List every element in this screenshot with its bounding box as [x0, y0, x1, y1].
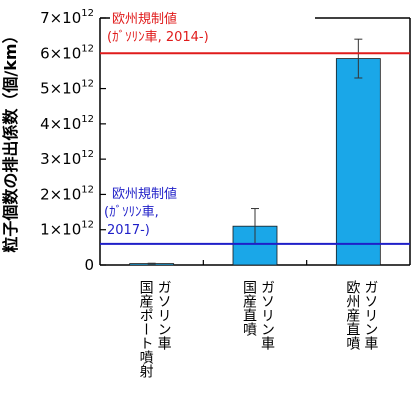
y-tick-label: 3×1012: [40, 149, 94, 168]
y-tick-label: 0: [84, 256, 94, 274]
y-tick-exponent: 12: [81, 79, 94, 90]
y-tick-exponent: 12: [81, 220, 94, 231]
x-category-label-line2: ガソリン車: [156, 280, 172, 350]
reference-label-line1: 欧州規制値: [112, 11, 177, 27]
y-tick-exponent: 12: [81, 8, 94, 19]
reference-label-line3: 2017-): [107, 223, 150, 238]
y-tick-mantissa: 1×10: [40, 221, 81, 239]
x-category-label-line1: 欧州産直噴: [344, 280, 360, 350]
y-tick-mantissa: 4×10: [40, 115, 81, 133]
reference-label-line1: 欧州規制値: [112, 186, 177, 202]
y-tick-label: 2×1012: [40, 184, 94, 203]
x-category-label-line2: ガソリン車: [259, 280, 275, 350]
y-tick-exponent: 12: [81, 184, 94, 195]
x-category-label-line1: 国産直噴: [241, 280, 257, 336]
y-tick-label: 1×1012: [40, 220, 94, 239]
reference-label-line2: (ｶﾞｿﾘﾝ車, 2014-): [107, 30, 209, 45]
y-tick-exponent: 12: [81, 114, 94, 125]
y-tick-exponent: 12: [81, 43, 94, 54]
y-tick-label: 7×1012: [40, 8, 94, 27]
bar: [335, 58, 381, 266]
y-tick-mantissa: 3×10: [40, 150, 81, 168]
x-category-label-line2: ガソリン車: [362, 280, 378, 350]
y-tick-mantissa: 0: [84, 256, 94, 274]
reference-label-line2: (ｶﾞｿﾘﾝ車,: [104, 205, 159, 220]
y-tick-label: 4×1012: [40, 114, 94, 133]
x-category-label-line1: 国産ポート噴射: [138, 280, 154, 379]
y-tick-mantissa: 7×10: [40, 9, 81, 27]
y-tick-mantissa: 5×10: [40, 80, 81, 98]
y-tick-label: 5×1012: [40, 79, 94, 98]
y-tick-exponent: 12: [81, 149, 94, 160]
y-axis-label: 粒子個数の排出係数（個/km）: [1, 27, 20, 252]
y-axis-label-group: 粒子個数の排出係数（個/km）: [1, 27, 20, 252]
plot-area: 01×10122×10123×10124×10125×10126×10127×1…: [40, 8, 411, 379]
y-tick-mantissa: 2×10: [40, 185, 81, 203]
y-tick-mantissa: 6×10: [40, 44, 81, 62]
y-tick-label: 6×1012: [40, 43, 94, 62]
